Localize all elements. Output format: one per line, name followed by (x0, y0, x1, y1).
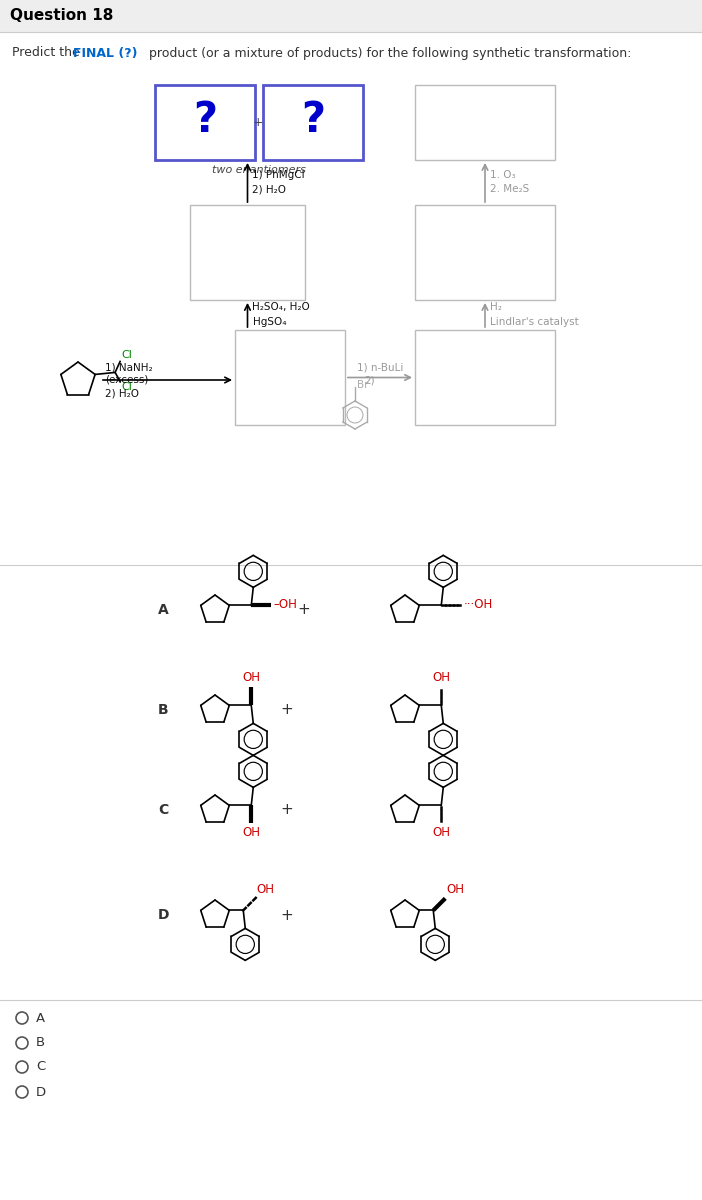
Text: +: + (281, 803, 293, 817)
Bar (263, 85, 363, 160)
Text: OH: OH (446, 883, 464, 896)
Text: H₂: H₂ (490, 302, 502, 312)
Text: –OH: –OH (273, 598, 297, 611)
Bar (155, 85, 255, 160)
Text: product (or a mixture of products) for the following synthetic transformation:: product (or a mixture of products) for t… (145, 47, 631, 60)
Text: OH: OH (242, 827, 260, 839)
Text: +: + (298, 602, 310, 618)
Text: 2): 2) (364, 376, 376, 385)
Text: 1) n-BuLi: 1) n-BuLi (357, 362, 403, 372)
Text: B: B (158, 703, 168, 716)
Text: Lindlar's catalyst: Lindlar's catalyst (490, 317, 578, 326)
Text: (excess): (excess) (105, 374, 148, 385)
Text: two enantiomers: two enantiomers (212, 164, 306, 175)
Text: OH: OH (432, 827, 450, 839)
Text: 2) H₂O: 2) H₂O (253, 185, 286, 194)
Text: Cl: Cl (121, 383, 132, 392)
Text: 1) NaNH₂: 1) NaNH₂ (105, 362, 152, 372)
Text: ?: ? (193, 100, 217, 142)
Text: D: D (158, 908, 169, 922)
Text: OH: OH (256, 883, 274, 896)
Text: +: + (281, 702, 293, 718)
Bar (415, 85, 555, 160)
Text: HgSO₄: HgSO₄ (253, 317, 286, 326)
Text: Predict the: Predict the (12, 47, 84, 60)
Text: 2. Me₂S: 2. Me₂S (490, 185, 529, 194)
Text: ?: ? (301, 100, 325, 142)
Text: +: + (253, 116, 263, 128)
Text: ···OH: ···OH (463, 598, 493, 611)
Bar (415, 330, 555, 425)
Text: Cl: Cl (121, 350, 132, 360)
Text: OH: OH (242, 671, 260, 684)
Text: Br: Br (357, 380, 369, 390)
Text: H₂SO₄, H₂O: H₂SO₄, H₂O (253, 302, 310, 312)
Text: FINAL (?): FINAL (?) (73, 47, 138, 60)
Text: Question 18: Question 18 (10, 8, 114, 24)
Text: 1. O₃: 1. O₃ (490, 169, 516, 180)
Bar (415, 205, 555, 300)
Text: B: B (36, 1037, 45, 1050)
Text: A: A (158, 602, 168, 617)
Text: D: D (36, 1086, 46, 1098)
Bar (0, 0, 702, 32)
Text: +: + (281, 907, 293, 923)
Bar (235, 330, 345, 425)
Text: OH: OH (432, 671, 450, 684)
Text: 2) H₂O: 2) H₂O (105, 388, 139, 398)
Text: C: C (36, 1061, 45, 1074)
Bar (190, 205, 305, 300)
Text: A: A (36, 1012, 45, 1025)
Text: 1) PhMgCl: 1) PhMgCl (253, 169, 305, 180)
Text: C: C (158, 803, 168, 817)
